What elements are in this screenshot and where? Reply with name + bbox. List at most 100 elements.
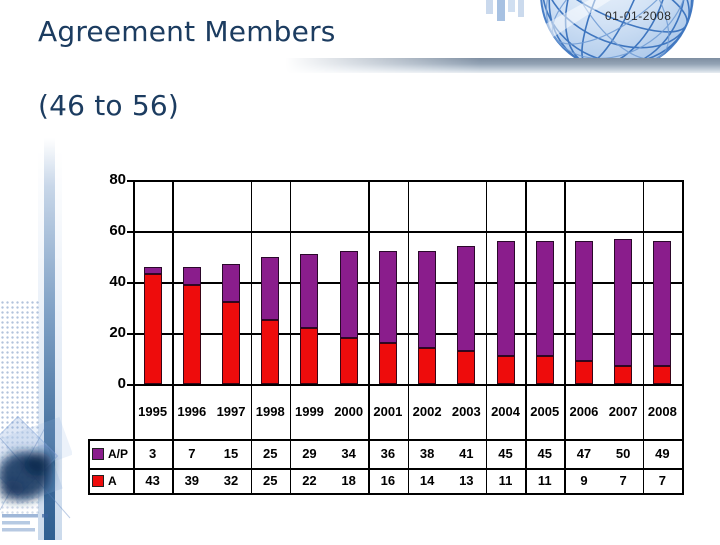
- bar-segment-a: [653, 366, 672, 384]
- bar-segment-a: [339, 338, 358, 384]
- bar-segment-a: [535, 355, 554, 384]
- bar-segment-ap: [574, 241, 593, 362]
- bar-segment-a: [574, 361, 593, 384]
- legend-swatch-ap: [92, 447, 104, 460]
- table-value-a: 25: [263, 473, 278, 488]
- table-value-ap: 15: [223, 446, 239, 461]
- bar-segment-ap: [300, 253, 319, 328]
- page-title-line2: (46 to 56): [38, 89, 180, 122]
- y-axis-label: 60: [109, 222, 126, 239]
- x-axis-label: 2007: [608, 403, 638, 419]
- category-separator: [485, 180, 488, 495]
- table-value-a: 11: [498, 473, 513, 488]
- x-axis-label: 1996: [177, 403, 207, 419]
- table-value-ap: 45: [498, 446, 513, 461]
- banner-stripe: [508, 0, 515, 12]
- table-border: [88, 493, 684, 495]
- bar-segment-ap: [418, 251, 437, 349]
- legend-label-ap: A/P: [108, 446, 129, 461]
- corner-ornament: [0, 398, 74, 540]
- table-value-a: 7: [658, 473, 666, 488]
- banner-stripe: [497, 0, 505, 21]
- bar-segment-ap: [182, 266, 201, 285]
- table-left-border: [88, 439, 90, 495]
- table-value-a: 9: [580, 473, 588, 488]
- x-axis-label: 2006: [569, 403, 599, 419]
- x-axis-label: 2003: [451, 403, 481, 419]
- corner-ornament-graphic: [0, 415, 74, 532]
- legend-label-a: A: [108, 473, 117, 488]
- bar-segment-a: [222, 302, 241, 384]
- table-value-ap: 49: [655, 446, 670, 461]
- y-axis-label: 0: [117, 375, 126, 392]
- bar-segment-a: [300, 327, 319, 384]
- table-value-a: 16: [380, 473, 396, 488]
- table-value-a: 39: [184, 473, 200, 488]
- table-value-a: 43: [145, 473, 160, 488]
- category-separator: [642, 180, 645, 495]
- table-border: [88, 468, 684, 470]
- table-value-a: 11: [537, 473, 552, 488]
- bar-segment-a: [261, 320, 280, 384]
- table-value-a: 18: [341, 473, 356, 488]
- category-separator: [289, 180, 292, 495]
- page-title-line1: Agreement Members: [38, 15, 336, 48]
- bar-segment-ap: [614, 238, 633, 367]
- table-value-a: 22: [302, 473, 317, 488]
- table-value-ap: 7: [188, 446, 196, 461]
- legend-swatch-a: [92, 474, 104, 487]
- bar-segment-a: [378, 343, 397, 384]
- page-title: Agreement Members (46 to 56): [38, 13, 336, 124]
- table-value-ap: 47: [576, 446, 592, 461]
- y-axis-tick: [127, 282, 133, 284]
- banner-stripe: [486, 0, 493, 14]
- y-axis-label: 20: [109, 324, 126, 341]
- bar-segment-ap: [222, 264, 241, 303]
- table-value-a: 7: [619, 473, 627, 488]
- y-axis-tick: [127, 180, 133, 182]
- category-separator: [564, 180, 566, 495]
- x-axis-label: 1998: [255, 403, 285, 419]
- banner-gradient-bar: [285, 58, 720, 73]
- bar-segment-ap: [378, 251, 397, 344]
- bar-segment-ap: [496, 241, 515, 356]
- bar-segment-a: [614, 366, 633, 384]
- table-value-a: 32: [223, 473, 239, 488]
- x-axis-label: 1997: [216, 403, 246, 419]
- bar-segment-a: [457, 350, 476, 384]
- plot-right-border: [682, 180, 684, 495]
- table-value-ap: 36: [380, 446, 396, 461]
- y-axis-label: 40: [109, 273, 126, 290]
- bar-segment-ap: [339, 251, 358, 339]
- y-axis-tick: [127, 231, 133, 233]
- left-accent-bar: [44, 138, 55, 540]
- category-separator: [525, 180, 527, 495]
- bar-segment-a: [143, 274, 162, 384]
- bar-segment-ap: [261, 256, 280, 321]
- table-border: [88, 439, 684, 441]
- bar-segment-a: [418, 348, 437, 384]
- table-value-ap: 25: [263, 446, 278, 461]
- table-value-ap: 50: [615, 446, 631, 461]
- x-axis-label: 2004: [491, 403, 520, 419]
- legend-key-a: A: [88, 468, 133, 493]
- x-axis-label: 2000: [334, 403, 364, 419]
- category-separator: [172, 180, 174, 495]
- category-separator: [250, 180, 253, 495]
- x-axis-label: 2001: [373, 403, 403, 419]
- bar-segment-a: [182, 284, 201, 384]
- table-value-ap: 34: [341, 446, 356, 461]
- legend-key-ap: A/P: [88, 439, 133, 468]
- banner-stripe: [518, 0, 524, 17]
- x-axis-label: 1999: [294, 403, 324, 419]
- table-value-ap: 38: [419, 446, 435, 461]
- table-value-ap: 45: [537, 446, 552, 461]
- bar-segment-ap: [653, 241, 672, 367]
- table-value-ap: 29: [302, 446, 317, 461]
- slide-date: 01-01-2008: [605, 9, 672, 23]
- x-axis-label: 1995: [138, 403, 168, 419]
- x-axis-label: 2002: [412, 403, 442, 419]
- category-separator: [368, 180, 370, 495]
- x-axis-line: [127, 384, 684, 386]
